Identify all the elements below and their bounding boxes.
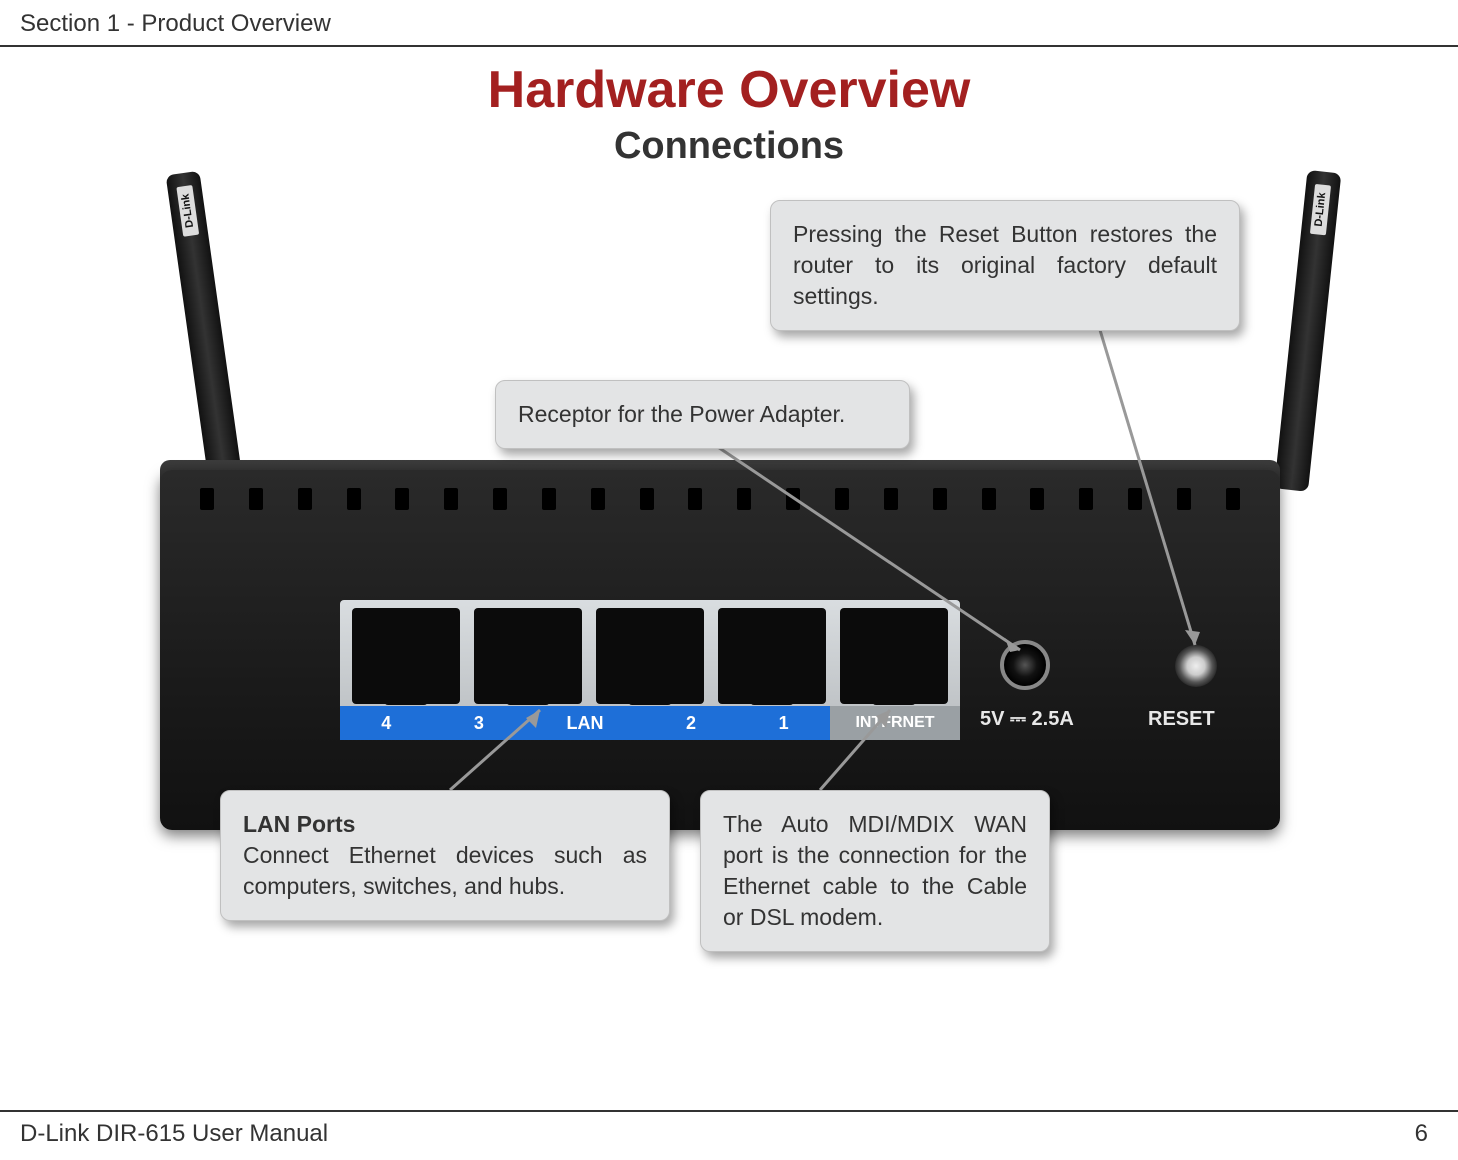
antenna-left: D-Link [166,171,244,493]
port-panel: 4 3 LAN 2 1 INTFRNET [340,600,960,740]
section-header: Section 1 - Product Overview [20,10,331,38]
footer-manual-name: D-Link DIR-615 User Manual [20,1120,328,1148]
callout-reset-text: Pressing the Reset Button restores the r… [793,221,1217,309]
lan-label: 3 [474,713,484,734]
reset-label: RESET [1148,708,1215,731]
lan-label: 4 [381,713,391,734]
antenna-brand-label: D-Link [1310,184,1331,236]
callout-lan-text: Connect Ethernet devices such as compute… [243,842,647,899]
wan-port [840,608,948,704]
antenna-right: D-Link [1274,170,1341,492]
callout-reset: Pressing the Reset Button restores the r… [770,200,1240,331]
lan-port-2 [596,608,704,704]
callout-lan-heading: LAN Ports [243,811,355,837]
bottom-rule [0,1110,1458,1112]
hardware-diagram: D-Link D-Link 4 3 LAN 2 1 INTFRNET 5V ⎓ … [100,170,1358,950]
callout-power-text: Receptor for the Power Adapter. [518,401,845,427]
main-title: Hardware Overview [0,60,1458,120]
subtitle: Connections [0,125,1458,168]
callout-lan: LAN Ports Connect Ethernet devices such … [220,790,670,921]
lan-label: 2 [686,713,696,734]
power-jack [1000,640,1050,690]
lan-port-3 [474,608,582,704]
footer-page-number: 6 [1415,1120,1428,1148]
callout-power: Receptor for the Power Adapter. [495,380,910,449]
reset-button-hole [1175,645,1217,687]
lan-label: LAN [566,713,603,734]
lan-label-strip: 4 3 LAN 2 1 [340,706,830,740]
callout-wan-text: The Auto MDI/MDIX WAN port is the connec… [723,811,1027,930]
power-spec-label: 5V ⎓ 2.5A [980,708,1074,731]
wan-label-strip: INTFRNET [830,706,960,740]
callout-wan: The Auto MDI/MDIX WAN port is the connec… [700,790,1050,952]
wan-label: INTFRNET [855,714,934,732]
lan-port-4 [352,608,460,704]
top-rule [0,45,1458,47]
router-vents [200,488,1240,518]
antenna-brand-label: D-Link [176,185,199,237]
lan-label: 1 [779,713,789,734]
lan-port-1 [718,608,826,704]
